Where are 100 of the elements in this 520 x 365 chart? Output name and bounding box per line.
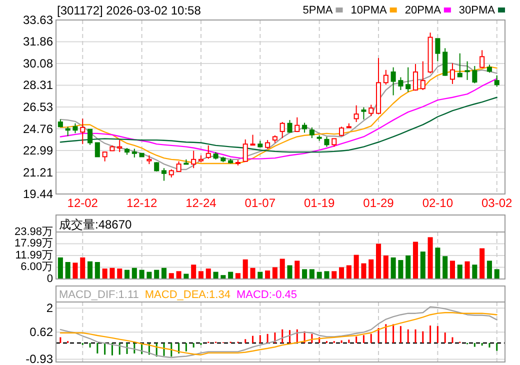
- y-tick-label: 6.00万: [20, 261, 53, 274]
- bar: [242, 259, 248, 279]
- x-tick-label: 12-24: [186, 196, 217, 210]
- x-tick-label: 02-10: [422, 196, 454, 210]
- bar: [146, 272, 152, 279]
- legend-label: 30PMA: [458, 4, 496, 16]
- x-tick-label: 12-12: [126, 196, 158, 210]
- candlestick: [309, 126, 314, 139]
- bar: [428, 237, 433, 279]
- candlestick: [361, 106, 366, 120]
- candlestick: [383, 69, 388, 86]
- candlestick: [390, 66, 396, 96]
- bar: [213, 272, 218, 279]
- y-tick-label: 0: [46, 273, 53, 285]
- y-tick-label: 28.31: [22, 78, 54, 92]
- candlestick: [480, 50, 485, 68]
- bar: [398, 260, 404, 279]
- bar: [94, 262, 100, 279]
- text: MACD_DIF:1.11: [59, 289, 139, 301]
- chart-title: [301172] 2026-03-02 10:58: [57, 4, 202, 18]
- y-tick-label: 0.62: [30, 325, 54, 340]
- legend-label: 20PMA: [404, 4, 442, 16]
- bar: [464, 261, 470, 279]
- bar: [198, 271, 204, 279]
- chart-title: 成交量:48670: [59, 218, 132, 232]
- bar: [412, 242, 418, 279]
- candlestick: [354, 104, 359, 123]
- bar: [420, 252, 426, 279]
- x-tick-label: 01-29: [363, 196, 394, 210]
- candlestick: [161, 168, 167, 182]
- text: MACD:-0.45: [236, 289, 297, 301]
- y-tick-label: 33.63: [22, 13, 54, 27]
- candlestick: [302, 122, 308, 134]
- y-tick-label: 24.76: [22, 122, 54, 136]
- y-tick-label: 31.86: [22, 34, 54, 49]
- candlestick: [450, 62, 455, 85]
- bar: [302, 269, 308, 279]
- bar: [406, 255, 411, 279]
- bar: [265, 270, 270, 279]
- candlestick: [242, 138, 248, 162]
- y-tick-label: 19.44: [22, 187, 54, 201]
- bar: [124, 270, 130, 279]
- candlestick: [464, 60, 470, 80]
- bar: [354, 254, 359, 279]
- bar: [191, 264, 196, 279]
- candlestick: [250, 134, 256, 146]
- bar: [368, 259, 374, 279]
- candlestick: [88, 128, 93, 146]
- candlestick: [117, 140, 122, 153]
- bar: [472, 264, 478, 279]
- bar: [206, 268, 211, 279]
- bar: [435, 248, 440, 279]
- text: MACD_DEA:1.34: [144, 289, 230, 301]
- bar: [450, 260, 455, 279]
- bar: [168, 273, 174, 279]
- y-tick-label: 26.53: [22, 100, 54, 114]
- candlestick: [442, 48, 448, 76]
- candlestick: [457, 52, 462, 78]
- candlestick: [206, 144, 211, 160]
- bar: [316, 272, 322, 279]
- bar: [324, 271, 330, 279]
- bar: [280, 258, 285, 279]
- y-tick-label: 21.21: [22, 165, 54, 180]
- bar: [117, 268, 122, 279]
- candlestick: [280, 122, 285, 139]
- candlestick: [72, 122, 78, 134]
- bar: [154, 270, 160, 279]
- bar: [176, 271, 182, 279]
- x-tick-label: 01-07: [244, 196, 276, 210]
- candlestick: [80, 118, 86, 145]
- line-series: [60, 312, 498, 356]
- bar: [102, 268, 108, 279]
- bar: [494, 269, 500, 279]
- legend-label: 10PMA: [350, 4, 388, 16]
- candlestick: [435, 38, 440, 62]
- candlestick: [154, 162, 160, 172]
- bar: [361, 263, 366, 279]
- bar: [339, 267, 344, 279]
- candlestick: [412, 64, 418, 92]
- bar: [161, 268, 167, 279]
- bar: [287, 265, 292, 279]
- bar: [272, 267, 278, 279]
- bar: [390, 257, 396, 279]
- candlestick: [176, 160, 182, 172]
- y-tick-label: 23.98万: [14, 226, 53, 238]
- candlestick: [494, 74, 500, 88]
- bar: [72, 262, 78, 279]
- bar: [383, 255, 388, 279]
- legend-label: 5PMA: [302, 4, 334, 16]
- candlestick: [324, 136, 330, 148]
- bar: [58, 257, 63, 279]
- bar: [442, 256, 448, 279]
- candlestick: [287, 120, 292, 134]
- bar: [346, 265, 352, 279]
- bar: [486, 260, 492, 279]
- x-tick-label: 03-02: [482, 196, 513, 210]
- candlestick: [102, 151, 108, 162]
- candlestick: [368, 104, 374, 117]
- bar: [132, 268, 137, 279]
- bar: [258, 272, 263, 279]
